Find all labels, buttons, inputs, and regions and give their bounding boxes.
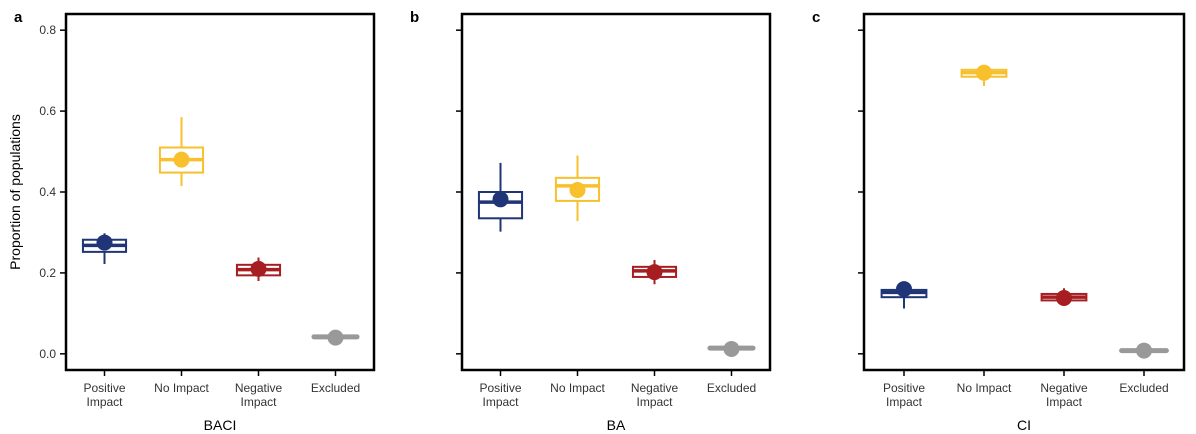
y-tick-label: 0.6	[39, 104, 56, 118]
x-tick-label: No Impact	[154, 381, 209, 395]
box-0	[477, 162, 524, 232]
x-tick-label: Excluded	[707, 381, 756, 395]
panel-a: a 0.0 0.2 0.4 0.6 0.8 Proportion of population…	[7, 9, 376, 433]
x-tick-label: Positive Impact	[479, 381, 521, 409]
x-tick-label: Negative Impact	[1040, 381, 1088, 409]
plot-frame	[862, 12, 1186, 372]
y-axis-label: Proportion of populations	[7, 114, 23, 270]
x-axis-label: CI	[1017, 417, 1031, 433]
box-0	[880, 281, 928, 309]
mean-point	[492, 191, 509, 208]
x-tick-label: Positive Impact	[883, 381, 925, 409]
box-0	[81, 233, 128, 265]
y-tick-label: 0.4	[39, 185, 56, 199]
mean-point	[173, 151, 190, 168]
box-1	[960, 64, 1008, 87]
box-2	[631, 259, 678, 285]
mean-point	[250, 260, 267, 277]
mean-point	[646, 264, 663, 281]
box-3	[1119, 342, 1169, 359]
mean-point	[896, 281, 912, 298]
mean-point	[569, 181, 586, 198]
panel-letter: c	[812, 9, 820, 26]
x-tick-label: Excluded	[1119, 381, 1168, 395]
panel-b: b Positive Impact No Impact Negative Impact Ex…	[410, 9, 772, 433]
box-1	[158, 117, 205, 186]
mean-point	[1056, 289, 1072, 306]
panel-letter: a	[14, 9, 23, 26]
y-tick-label: 0.0	[39, 347, 56, 361]
box-1	[554, 155, 601, 222]
panel-letter: b	[410, 9, 419, 26]
plot-frame	[64, 12, 376, 372]
mean-point	[723, 340, 740, 357]
mean-point	[976, 64, 992, 81]
box-2	[235, 257, 282, 281]
x-tick-label: Positive Impact	[83, 381, 125, 409]
x-tick-label: Negative Impact	[235, 381, 283, 409]
mean-point	[1136, 342, 1152, 359]
y-tick-label: 0.8	[39, 23, 56, 37]
box-3	[311, 329, 360, 346]
x-axis-label: BA	[607, 417, 626, 433]
x-tick-label: No Impact	[957, 381, 1012, 395]
box-2	[1040, 288, 1088, 306]
panel-c: c Positive Impact No Impact Negative Impact Ex…	[812, 9, 1186, 433]
y-tick-label: 0.2	[39, 266, 56, 280]
x-tick-label: Negative Impact	[631, 381, 679, 409]
x-tick-label: Excluded	[311, 381, 360, 395]
mean-point	[96, 234, 113, 251]
mean-point	[327, 329, 344, 346]
box-3	[707, 340, 756, 357]
x-axis-label: BACI	[204, 417, 237, 433]
x-tick-label: No Impact	[550, 381, 605, 395]
